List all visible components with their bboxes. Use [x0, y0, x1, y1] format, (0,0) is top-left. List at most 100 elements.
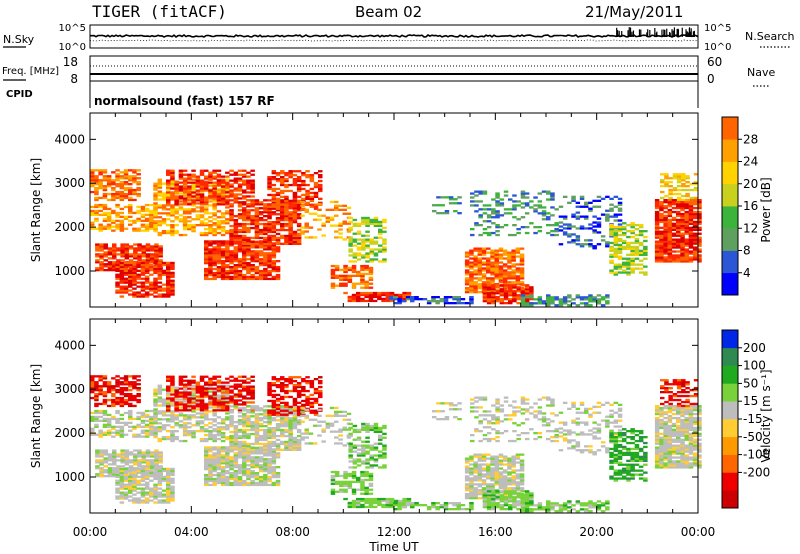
velocity-cell [254, 452, 260, 455]
power-cell [90, 177, 95, 180]
power-cell [477, 265, 483, 268]
power-cell [280, 170, 285, 173]
power-cell [246, 277, 251, 281]
power-cell [208, 204, 213, 207]
power-cell [469, 296, 474, 299]
power-cell [292, 234, 298, 238]
power-cell [512, 290, 517, 293]
velocity-cell [216, 379, 222, 382]
power-cell [149, 227, 154, 230]
power-cell [600, 213, 606, 216]
velocity-cell [98, 402, 103, 406]
power-cell [301, 187, 306, 191]
power-cell [473, 289, 478, 292]
power-cell [575, 227, 581, 230]
power-cell [242, 175, 247, 178]
velocity-cell [149, 433, 154, 436]
power-cell [588, 298, 593, 301]
velocity-cell [153, 404, 158, 407]
power-cell [617, 230, 623, 233]
velocity-cell [225, 436, 230, 439]
power-cell [233, 240, 239, 243]
power-cell [99, 243, 104, 246]
power-cell [140, 225, 146, 228]
power-cell [275, 172, 281, 175]
velocity-cell [153, 473, 158, 476]
velocity-cell [112, 469, 117, 472]
velocity-cell [237, 481, 243, 485]
power-cell [267, 248, 272, 251]
power-cell [588, 207, 593, 210]
velocity-cell [246, 458, 251, 461]
power-cell [377, 291, 382, 295]
power-cell [309, 179, 315, 183]
power-cell [208, 191, 213, 194]
power-cell [208, 220, 213, 223]
power-cell [212, 203, 217, 206]
power-cell [275, 260, 281, 263]
power-cell [537, 230, 543, 233]
power-cell [529, 292, 534, 295]
power-cell [495, 216, 500, 219]
power-cell [271, 193, 277, 197]
power-cell [258, 240, 264, 243]
power-cell [267, 221, 272, 224]
power-cell [166, 214, 171, 217]
velocity-cell [246, 468, 251, 471]
power-cell [195, 185, 201, 188]
velocity-cell [161, 428, 167, 431]
power-cell [157, 265, 163, 268]
power-cell [187, 224, 192, 227]
power-cell [212, 193, 217, 196]
power-cell [498, 257, 504, 260]
power-cell [208, 256, 213, 259]
power-cell [178, 197, 184, 200]
power-cell [258, 273, 264, 277]
power-cell [157, 293, 163, 296]
velocity-cells [90, 375, 702, 513]
power-cell [284, 215, 289, 218]
velocity-cell [144, 425, 150, 428]
power-cell [296, 209, 302, 212]
power-cell [112, 257, 117, 260]
velocity-cell [140, 479, 146, 482]
velocity-cell [216, 375, 222, 378]
power-cell [671, 258, 677, 261]
velocity-cell [136, 394, 141, 398]
velocity-cell [204, 383, 209, 386]
velocity-cell [229, 466, 234, 469]
power-cell [233, 273, 239, 277]
power-cell [381, 299, 386, 303]
power-cell [309, 203, 315, 206]
power-cell [477, 291, 483, 294]
velocity-cell [242, 454, 247, 457]
power-cell [242, 209, 247, 212]
power-cell [128, 190, 133, 194]
velocity-cell [208, 395, 213, 398]
power-cell [622, 257, 627, 260]
power-cell [212, 197, 217, 200]
power-cell [106, 207, 112, 211]
power-cell [225, 199, 230, 202]
power-cell [654, 222, 660, 225]
power-cell [94, 205, 99, 209]
power-cell [663, 216, 668, 220]
power-cell [258, 252, 264, 255]
power-cell [470, 196, 475, 199]
velocity-cell [102, 409, 108, 413]
power-cell [208, 277, 213, 281]
power-cell [212, 230, 217, 233]
velocity-cell [107, 467, 113, 470]
power-cell [132, 279, 137, 282]
power-cell [499, 226, 505, 229]
power-cell [304, 224, 309, 227]
velocity-cell [153, 412, 158, 415]
power-cell [263, 256, 268, 259]
power-cell [216, 258, 222, 261]
power-cell [654, 246, 660, 249]
velocity-cell [98, 429, 103, 432]
power-colorbar-swatch [722, 228, 738, 251]
power-cell [111, 181, 116, 184]
power-cell [537, 302, 543, 305]
noise-right-tick-bottom: 10^0 [704, 42, 731, 53]
